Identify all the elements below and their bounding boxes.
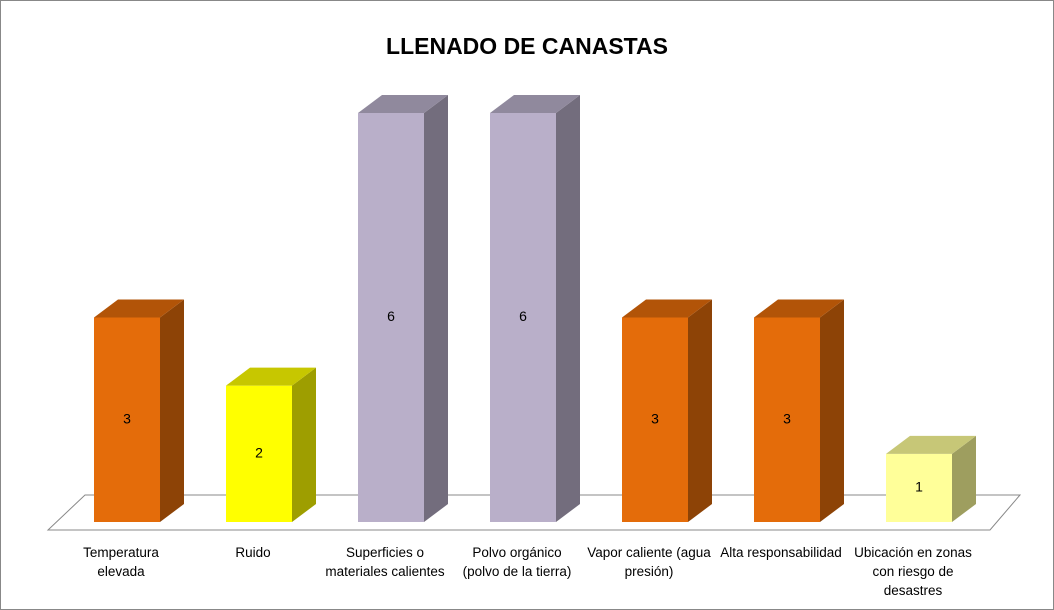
chart-title: LLENADO DE CANASTAS (386, 33, 668, 59)
bar-side (424, 95, 448, 522)
data-label: 6 (387, 308, 395, 324)
bar-side (688, 299, 712, 522)
bar-top (94, 299, 184, 318)
bar-front (754, 317, 820, 522)
data-label: 6 (519, 308, 527, 324)
data-label: 1 (915, 479, 923, 495)
bar-front (358, 113, 424, 522)
bar-side (292, 367, 316, 522)
bar-top (754, 299, 844, 318)
bar-front (622, 317, 688, 522)
x-tick-label: Alta responsabilidad (720, 545, 842, 560)
x-tick-label: Polvo orgánico (polvo de la tierra) (462, 545, 572, 579)
data-label: 3 (651, 410, 659, 426)
bar (886, 435, 976, 522)
bar (490, 95, 580, 522)
bar (94, 299, 184, 522)
bar-top (886, 435, 976, 454)
bar-front (94, 317, 160, 522)
bar (754, 299, 844, 522)
bar-front (886, 453, 952, 522)
bar-top (490, 95, 580, 113)
bar (622, 299, 712, 522)
bar-side (820, 299, 844, 522)
bar-top (226, 367, 316, 386)
data-label: 3 (123, 410, 131, 426)
bar-front (226, 385, 292, 522)
bar (358, 95, 448, 522)
bar-front (490, 113, 556, 522)
data-label: 3 (783, 410, 791, 426)
bar-side (952, 435, 976, 522)
bar-side (556, 95, 580, 522)
bar-top (622, 299, 712, 318)
x-tick-label: Vapor caliente (agua presión) (587, 545, 711, 579)
data-label: 2 (255, 445, 263, 461)
x-tick-label: Temperatura elevada (83, 545, 159, 579)
x-tick-label: Ruido (235, 545, 271, 560)
x-tick-label: Superficies o materiales calientes (325, 545, 445, 579)
bar-side (160, 299, 184, 522)
bar-top (358, 95, 448, 113)
x-tick-label: Ubicación en zonas con riesgo de desastr… (854, 545, 972, 598)
bar (226, 367, 316, 522)
